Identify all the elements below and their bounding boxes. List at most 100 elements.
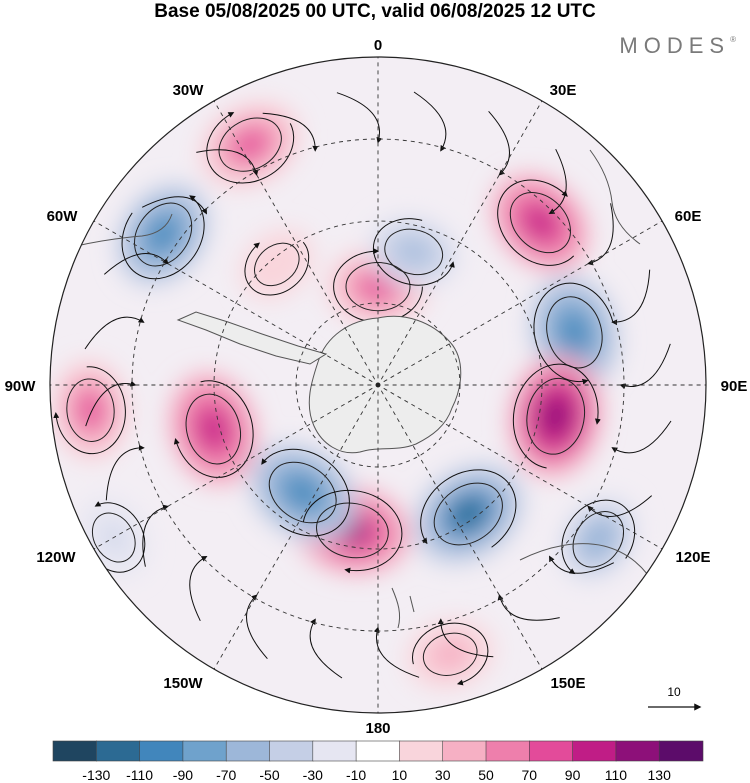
streamline-4 — [512, 363, 601, 469]
flow-arrow-10 — [437, 618, 494, 658]
colorbar-cell-4 — [225, 740, 271, 762]
meridian-300 — [93, 220, 373, 383]
lon-label-180: 180 — [365, 720, 390, 737]
colorbar-label-13: 130 — [648, 767, 672, 783]
streamline-7 — [412, 622, 489, 686]
lon-label-90w: 90W — [5, 378, 37, 395]
lon-label-30e: 30E — [550, 82, 577, 99]
meridian-60 — [383, 220, 663, 383]
colorbar-cell-11 — [528, 740, 574, 762]
streamline-2 — [497, 179, 575, 266]
africa-coast — [589, 149, 641, 245]
flow-arrow-15 — [142, 504, 169, 567]
antarctica-landmass — [308, 315, 462, 454]
flow-arrow-23 — [336, 92, 383, 144]
lon-label-60w: 60W — [47, 208, 79, 225]
south-america-coast — [59, 213, 173, 251]
anomaly-center-1-level-3 — [400, 241, 427, 263]
meridian-30 — [380, 100, 543, 380]
colorbar-label-10: 70 — [522, 767, 538, 783]
longitude-labels: 0 30E 60E 90E 120E 150E 180 150W 120W 90… — [5, 37, 748, 737]
meridian-330 — [213, 100, 376, 380]
colorbar-labels: -130 -110 -90 -70 -50 -30 -10 10 30 50 70 90 110 130 — [82, 767, 671, 783]
flow-arrow-14 — [189, 556, 208, 622]
contour-lines — [66, 117, 625, 676]
reference-vector-label: 10 — [667, 685, 681, 699]
colorbar-label-7: 10 — [392, 767, 408, 783]
flow-arrow-7 — [587, 495, 653, 517]
colorbar-cell-9 — [442, 740, 487, 762]
flow-arrow-13 — [246, 594, 268, 660]
flow-arrow-9 — [497, 594, 560, 621]
flow-arrow-2 — [548, 148, 567, 214]
lon-label-30w: 30W — [173, 82, 205, 99]
flow-arrow-6 — [611, 420, 672, 454]
streamline-9 — [261, 448, 350, 537]
anomaly-center-10-level-3 — [200, 413, 226, 445]
brand-name: MODES — [619, 33, 731, 58]
colorbar-cell-2 — [139, 740, 184, 762]
streamline-12 — [53, 366, 126, 455]
flow-arrow-5 — [619, 343, 671, 390]
colorbar-cell-12 — [572, 740, 617, 762]
lon-label-150e: 150E — [550, 675, 585, 692]
anomaly-center-7-level-3 — [438, 644, 463, 664]
streamline-0 — [333, 248, 423, 323]
latitude-circle-2 — [131, 138, 625, 632]
lon-label-60e: 60E — [675, 208, 702, 225]
colorbar-label-4: -50 — [259, 767, 279, 783]
colorbar-cell-10 — [485, 740, 531, 762]
colorbar-label-2: -90 — [173, 767, 193, 783]
flow-arrow-11 — [373, 626, 420, 678]
colorbar-label-0: -130 — [82, 767, 110, 783]
flow-arrow-12 — [309, 618, 343, 679]
streamline-5 — [561, 499, 636, 575]
colorbar-cell-5 — [269, 740, 314, 762]
flow-arrow-19 — [103, 253, 169, 275]
map-disk — [50, 57, 706, 713]
streamline-10 — [173, 380, 254, 478]
colorbar-cell-7 — [355, 740, 401, 762]
lon-label-0: 0 — [374, 37, 382, 54]
contour-14 — [254, 242, 300, 287]
contour-1 — [384, 228, 444, 276]
lon-label-120w: 120W — [36, 549, 76, 566]
colorbar-cell-6 — [312, 740, 357, 762]
streamline-8 — [302, 489, 403, 574]
colorbar-label-6: -10 — [346, 767, 366, 783]
contour-11 — [91, 512, 136, 563]
colorbar-label-5: -30 — [303, 767, 323, 783]
contour-2 — [509, 192, 571, 254]
contour-7 — [422, 632, 478, 676]
streamline-14 — [244, 241, 310, 296]
flow-arrow-17 — [85, 380, 137, 427]
contour-3 — [546, 296, 603, 369]
flow-arrow-3 — [587, 203, 614, 266]
colorbar-cell-0 — [52, 740, 98, 762]
graticule — [50, 57, 706, 713]
colorbar-cell-13 — [615, 740, 661, 762]
meridian-150 — [380, 390, 543, 670]
meridian-210 — [213, 390, 376, 670]
flow-arrow-16 — [105, 444, 145, 501]
flow-arrow-18 — [84, 316, 145, 350]
flow-arrow-8 — [549, 555, 615, 574]
colorbar-cells — [52, 740, 704, 762]
colorbar-cell-14 — [658, 740, 704, 762]
colorbar-cell-8 — [399, 740, 444, 762]
contour-15 — [218, 117, 282, 172]
anomaly-center-13-level-3 — [150, 220, 177, 249]
meridian-240 — [93, 387, 373, 550]
contour-5 — [572, 511, 625, 568]
contour-10 — [185, 393, 241, 465]
flow-arrow-0 — [413, 91, 447, 152]
anomaly-center-9-level-3 — [287, 478, 318, 507]
streamline-15 — [206, 112, 295, 184]
colorbar-cell-1 — [96, 740, 141, 762]
anomaly-center-2-level-3 — [526, 209, 554, 237]
reference-vector: 10 — [648, 685, 702, 711]
colorbar-label-11: 90 — [565, 767, 581, 783]
colorbar-label-9: 50 — [478, 767, 494, 783]
colorbar-label-3: -70 — [216, 767, 236, 783]
lon-label-120e: 120E — [675, 549, 710, 566]
